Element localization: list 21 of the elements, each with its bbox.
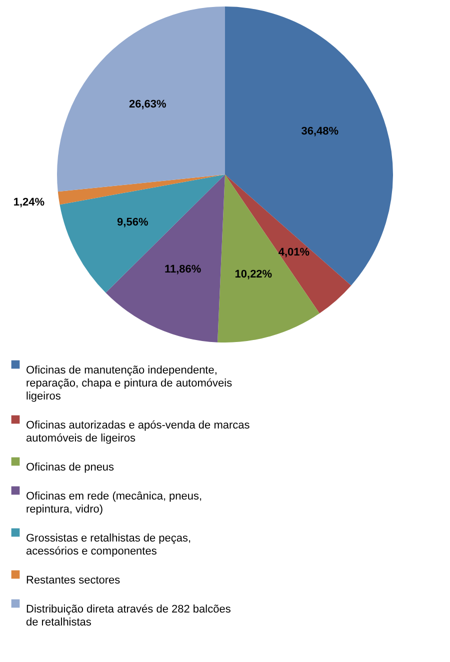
legend-label: Grossistas e retalhistas de peças, acessórios e componentes xyxy=(26,532,192,558)
data-label: 9,56% xyxy=(117,216,148,229)
pie-slice xyxy=(106,174,225,342)
data-label: 1,24% xyxy=(13,196,45,208)
pie-slice xyxy=(218,174,320,342)
legend-label: Oficinas de manutenção independente, reparação, chapa e pintura de automóveis ligeiros xyxy=(26,364,233,402)
pie-slice xyxy=(60,174,225,293)
data-label: 11,86% xyxy=(164,264,202,276)
legend-label: Distribuição direta através de 282 balcões de retalhistas xyxy=(26,604,232,628)
data-label: 10,22% xyxy=(234,268,272,281)
legend-label: Oficinas em rede (mecânica, pneus, repintura, vidro) xyxy=(26,490,202,516)
pie-slice xyxy=(58,174,225,205)
legend-label: Oficinas autorizadas e após-venda de marcas automóveis de ligeiros xyxy=(26,420,250,444)
pie-slice xyxy=(57,6,225,192)
legend-label: Restantes sectores xyxy=(26,574,121,586)
data-label: 36,48% xyxy=(301,126,339,138)
legend-label: Oficinas de pneus xyxy=(26,462,115,474)
pie-slice xyxy=(225,6,393,286)
data-label: 4,01% xyxy=(278,246,310,259)
data-label: 26,63% xyxy=(129,98,167,111)
pie-slice xyxy=(225,174,352,314)
